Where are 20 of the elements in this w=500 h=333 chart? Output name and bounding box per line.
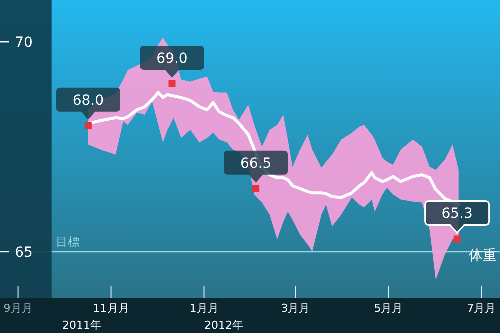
- x-tick-label: 11月月: [93, 302, 130, 315]
- x-tick-label: 1月月: [190, 302, 219, 315]
- y-tick-label: 70: [15, 34, 33, 51]
- text: 2012年: [204, 319, 244, 332]
- point: [454, 236, 461, 243]
- x-tick-label: 7月月: [467, 302, 496, 315]
- legend-label: 体重: [469, 248, 497, 264]
- text: 2011年: [62, 319, 102, 332]
- point: [168, 80, 176, 88]
- data-label: 65.3: [442, 206, 473, 222]
- x-tick-label: 3月月: [281, 302, 310, 315]
- point: [252, 185, 260, 192]
- x-tick-label: 9月月: [4, 302, 33, 315]
- y-tick-label: 65: [15, 244, 33, 261]
- ref-line-label: 目標: [56, 234, 80, 249]
- data-label: 68.0: [72, 92, 104, 109]
- data-label: 69.0: [156, 50, 188, 67]
- x-tick-label: 5月月: [374, 302, 404, 315]
- data-label: 66.5: [240, 156, 272, 172]
- point: [84, 122, 92, 130]
